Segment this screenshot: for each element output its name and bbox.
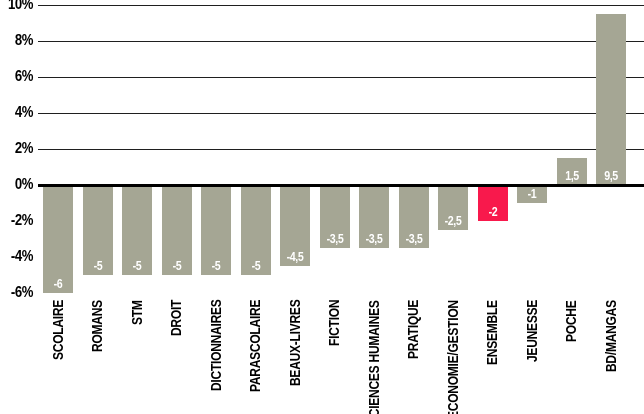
x-axis-label-fiction: FICTION bbox=[326, 299, 343, 346]
bar-pratique: -3,5 bbox=[399, 185, 429, 248]
x-axis-label-pratique: PRATIQUE bbox=[405, 299, 422, 359]
bar-value-label: -5 bbox=[211, 258, 221, 273]
y-axis-label: 0% bbox=[14, 176, 34, 193]
y-axis-label: 2% bbox=[14, 140, 34, 157]
bar-droit: -5 bbox=[162, 185, 192, 275]
bar-value-label: -5 bbox=[93, 258, 103, 273]
bar-value-label: -3,5 bbox=[365, 231, 383, 246]
gridline-6pct bbox=[38, 77, 644, 78]
y-axis-label: 8% bbox=[14, 32, 34, 49]
x-axis-label-parascolaire: PARASCOLAIRE bbox=[247, 299, 264, 392]
bar-value-label: -5 bbox=[251, 258, 261, 273]
bar-value-label: -3,5 bbox=[405, 231, 423, 246]
x-axis-label-poche: POCHE bbox=[563, 300, 580, 342]
x-axis-label-sciences-humaines: SCIENCES HUMAINES bbox=[366, 300, 383, 414]
bar-scolaire: -6 bbox=[43, 185, 73, 293]
x-axis-label-stm: STM bbox=[129, 300, 146, 325]
bar-value-label: -1 bbox=[527, 186, 537, 201]
bar-economie-gestion: -2,5 bbox=[438, 185, 468, 230]
bar-romans: -5 bbox=[83, 185, 113, 275]
y-axis-label: -2% bbox=[10, 212, 34, 229]
bar-bd-mangas: 9,5 bbox=[596, 14, 626, 185]
bar-fiction: -3,5 bbox=[320, 185, 350, 248]
x-axis-label-bd-mangas: BD/MANGAS bbox=[603, 300, 620, 372]
bar-value-label: -4,5 bbox=[286, 249, 304, 264]
y-axis-label: 6% bbox=[14, 68, 34, 85]
bar-stm: -5 bbox=[122, 185, 152, 275]
bar-value-label: -2 bbox=[488, 204, 498, 219]
bar-value-label: 1,5 bbox=[565, 168, 579, 183]
bar-value-label: -5 bbox=[132, 258, 142, 273]
x-axis-label-romans: ROMANS bbox=[89, 300, 106, 352]
x-axis-label-beaux-livres: BEAUX-LIVRES bbox=[287, 299, 304, 386]
y-axis-label: -4% bbox=[10, 248, 34, 265]
gridline-4pct bbox=[38, 113, 644, 114]
bar-dictionnaires: -5 bbox=[201, 185, 231, 275]
bar-value-label: -2,5 bbox=[444, 213, 462, 228]
bar-value-label: -5 bbox=[172, 258, 182, 273]
bar-value-label: 9,5 bbox=[604, 168, 618, 183]
bar-ensemble: -2 bbox=[478, 185, 508, 221]
bar-value-label: -6 bbox=[53, 276, 63, 291]
gridline-2pct bbox=[38, 149, 644, 150]
bar-value-label: -3,5 bbox=[326, 231, 344, 246]
gridline-8pct bbox=[38, 41, 644, 42]
y-axis-label: 4% bbox=[14, 104, 34, 121]
x-axis-label-jeunesse: JEUNESSE bbox=[524, 299, 541, 362]
x-axis-label-scolaire: SCOLAIRE bbox=[50, 299, 67, 360]
gridline-10pct bbox=[38, 5, 644, 6]
bar-jeunesse: -1 bbox=[517, 185, 547, 203]
zero-axis-line bbox=[38, 184, 644, 187]
bar-poche: 1,5 bbox=[557, 158, 587, 185]
x-axis-label-economie-gestion: ECONOMIE/GESTION bbox=[445, 300, 462, 414]
x-axis-label-ensemble: ENSEMBLE bbox=[484, 300, 501, 365]
bar-parascolaire: -5 bbox=[241, 185, 271, 275]
x-axis-label-dictionnaires: DICTIONNAIRES bbox=[208, 299, 225, 391]
y-axis-label: 10% bbox=[7, 0, 34, 13]
bar-beaux-livres: -4,5 bbox=[280, 185, 310, 266]
x-axis-label-droit: DROIT bbox=[168, 299, 185, 336]
bar-sciences-humaines: -3,5 bbox=[359, 185, 389, 248]
y-axis-label: -6% bbox=[10, 284, 34, 301]
